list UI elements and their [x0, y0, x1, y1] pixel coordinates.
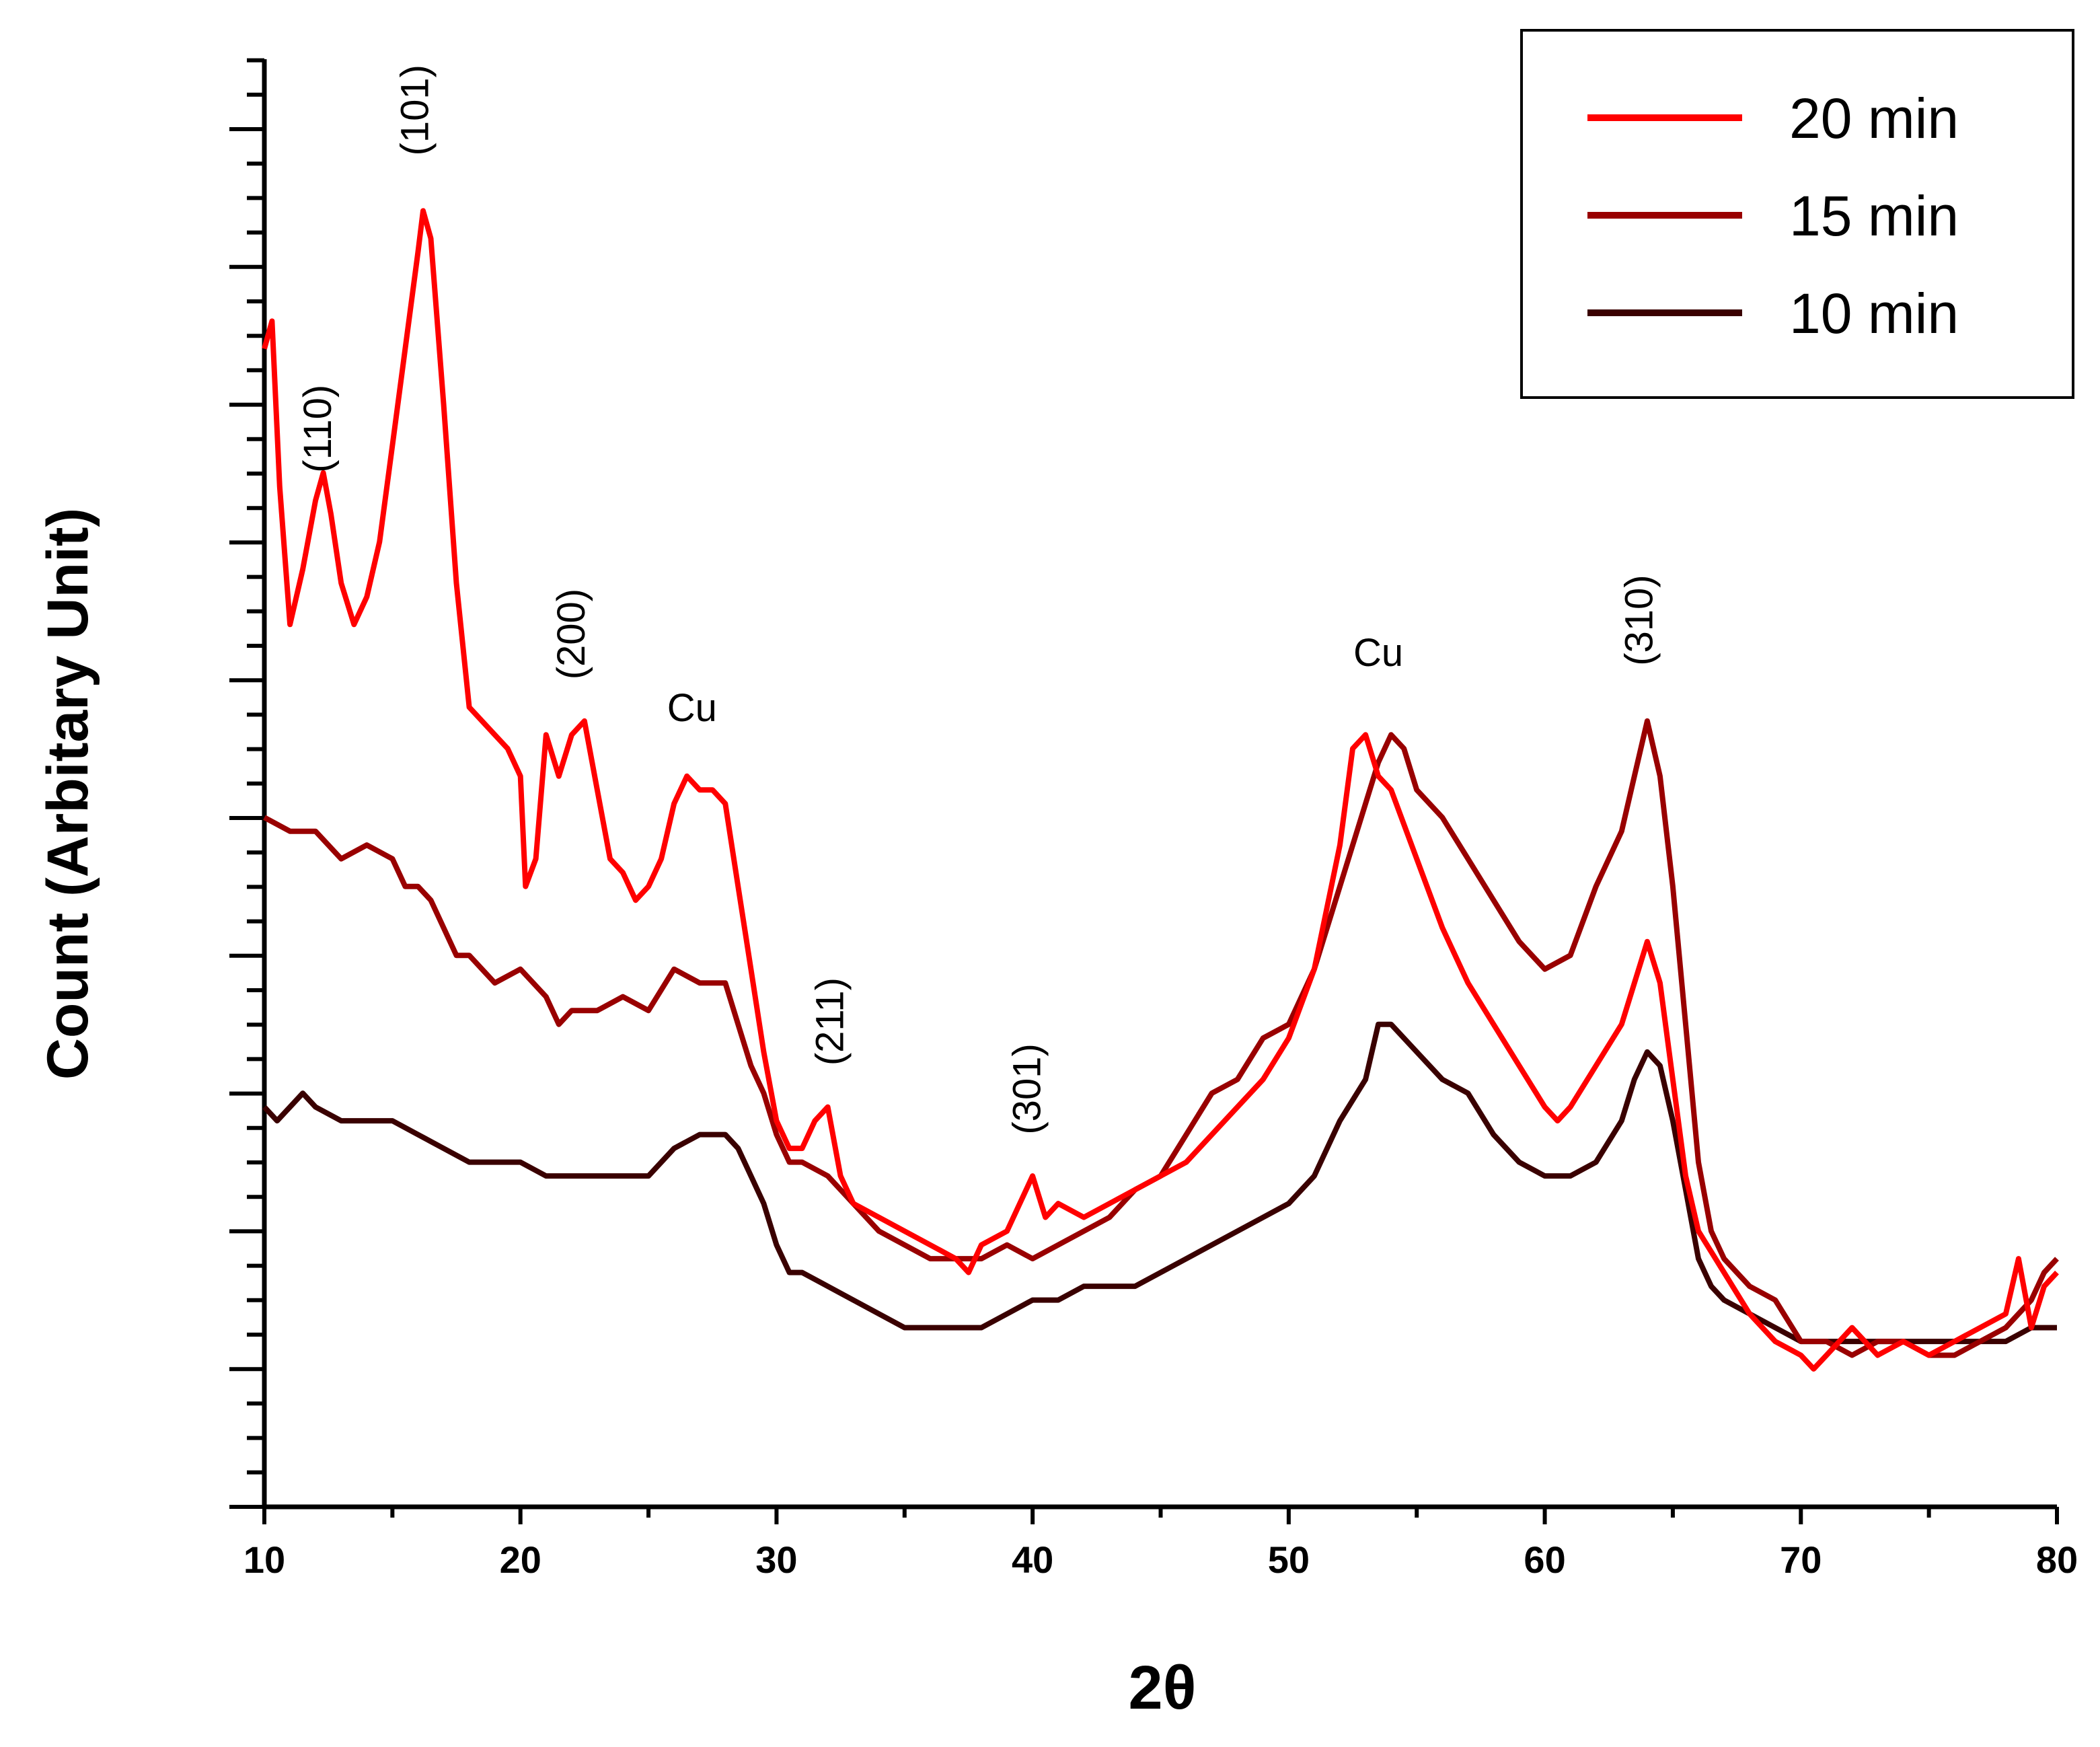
- y-axis-title: Count (Arbitary Unit): [36, 508, 100, 1080]
- peak-label: (101): [393, 65, 437, 155]
- peak-annotations: (110) (101) (200) Cu (211) (301) Cu (310): [296, 65, 1661, 1135]
- peak-label: (110): [296, 385, 340, 473]
- series-line-15-min: [263, 718, 2059, 1358]
- x-tick-label: 50: [1268, 1538, 1310, 1581]
- x-tick-label: 10: [243, 1538, 285, 1581]
- x-tick-label: 30: [755, 1538, 797, 1581]
- legend-label: 20 min: [1789, 87, 1959, 150]
- x-ticks: 10 20 30 40 50 60 70 80: [243, 1507, 2078, 1581]
- series-line-10-min: [262, 1021, 2057, 1345]
- x-tick-label: 60: [1524, 1538, 1565, 1581]
- x-tick-label: 70: [1780, 1538, 1822, 1581]
- peak-label: (310): [1617, 574, 1661, 665]
- y-ticks: [229, 58, 264, 1509]
- x-axis-title: 2θ: [1129, 1653, 1197, 1722]
- peak-label: (200): [550, 589, 593, 679]
- plot-lines: [262, 208, 2059, 1372]
- peak-label: Cu: [1353, 631, 1403, 675]
- x-tick-label: 80: [2036, 1538, 2078, 1581]
- legend-label: 10 min: [1789, 282, 1959, 345]
- series-line-20-min: [262, 208, 2059, 1372]
- axes: 10 20 30 40 50 60 70 80: [229, 58, 2078, 1581]
- peak-label: Cu: [667, 686, 717, 730]
- legend-label: 15 min: [1789, 184, 1959, 248]
- legend-items: 20 min 15 min 10 min: [1587, 87, 1959, 345]
- peak-label: (211): [808, 977, 852, 1066]
- x-tick-label: 20: [500, 1538, 541, 1581]
- peak-label: (301): [1006, 1043, 1049, 1134]
- x-tick-label: 40: [1012, 1538, 1053, 1581]
- legend: 20 min 15 min 10 min: [1520, 29, 2074, 399]
